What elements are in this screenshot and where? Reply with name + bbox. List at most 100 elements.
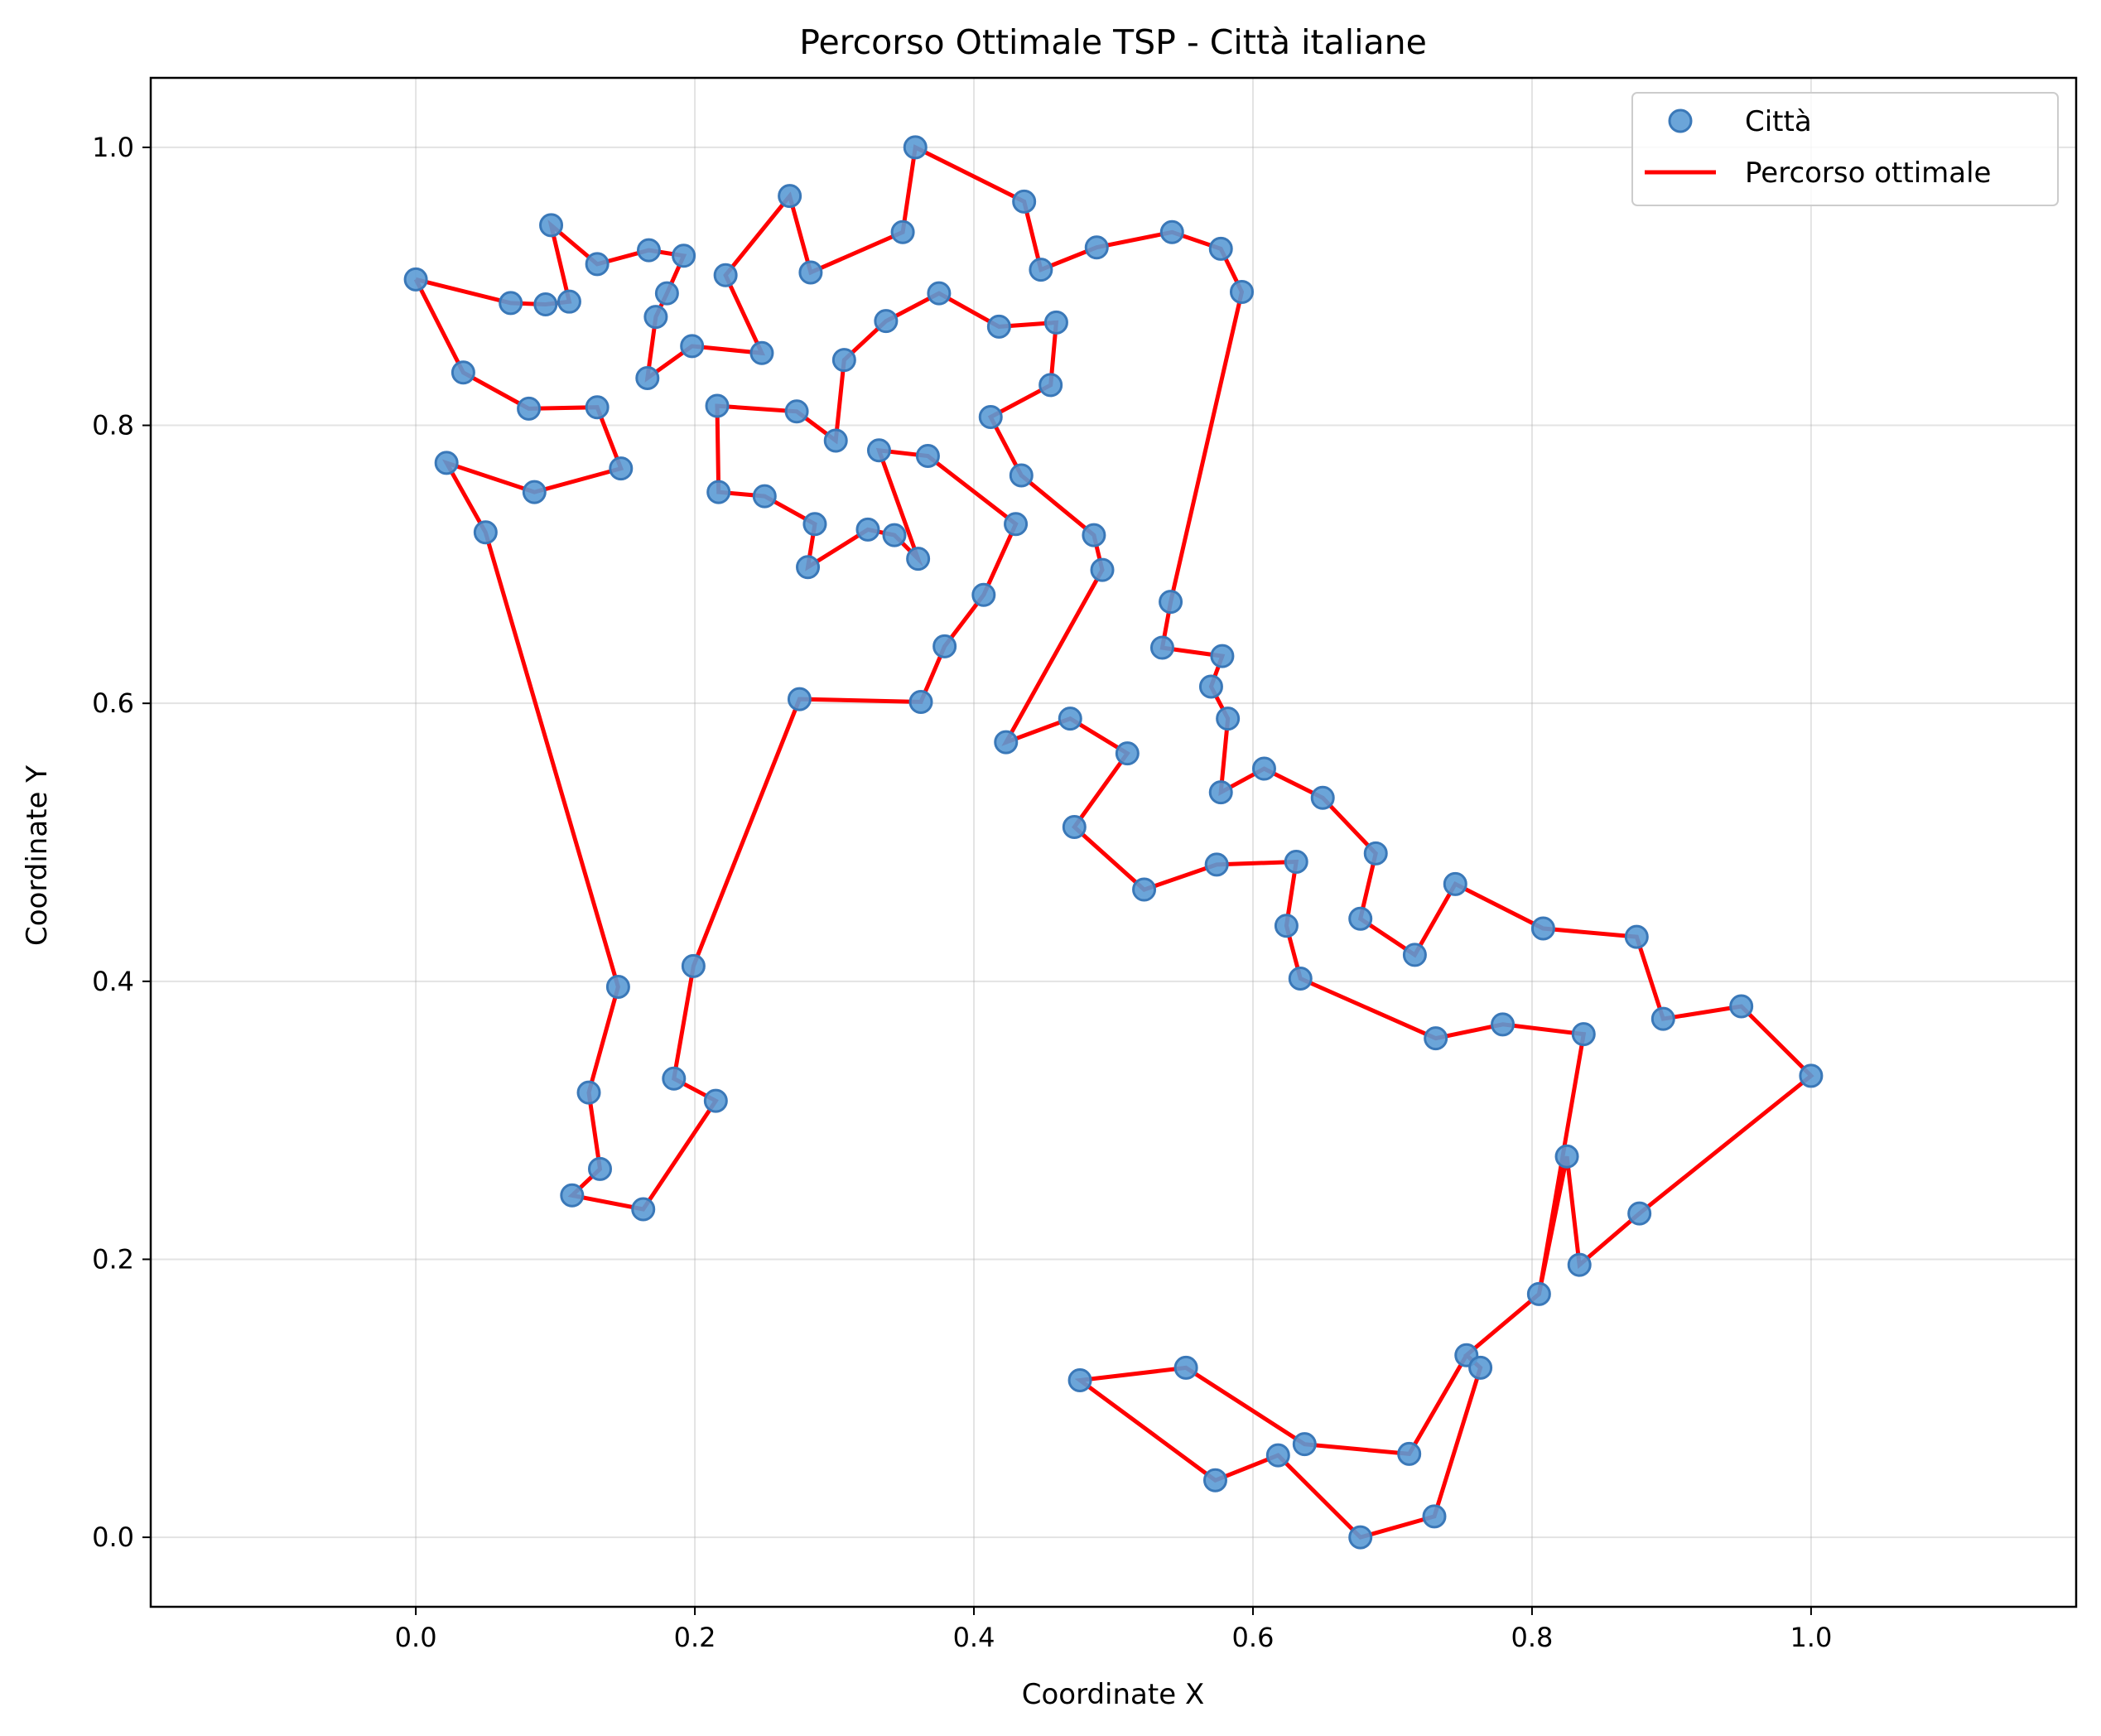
city-point [1624, 924, 1649, 949]
x-axis-ticks: 0.0 0.2 0.4 0.6 0.8 1.0 [395, 1607, 1832, 1653]
city-point [802, 512, 827, 537]
city-point [1159, 219, 1184, 244]
city-point [713, 263, 738, 287]
y-tick-label: 0.6 [92, 687, 134, 719]
city-point [798, 260, 823, 285]
chart-title: Percorso Ottimale TSP - Città italiane [799, 22, 1427, 62]
city-point [609, 456, 634, 481]
city-point [1363, 841, 1388, 866]
city-point [1216, 706, 1241, 731]
city-point [1288, 966, 1313, 991]
city-point [706, 480, 731, 504]
city-point [585, 252, 610, 277]
city-point [1067, 1367, 1092, 1392]
city-point [1251, 756, 1276, 781]
x-tick-label: 0.0 [395, 1622, 437, 1653]
legend-label-citta: Città [1745, 105, 1812, 138]
city-point [1348, 1525, 1373, 1550]
city-point [703, 1088, 728, 1113]
legend-marker-citta [1668, 108, 1693, 133]
city-point [1799, 1063, 1824, 1088]
city-point [1422, 1504, 1447, 1529]
city-point [1210, 644, 1235, 668]
city-point [560, 1183, 585, 1208]
city-point [451, 360, 475, 385]
city-point [1115, 741, 1140, 766]
city-point [1284, 849, 1308, 874]
x-tick-label: 1.0 [1790, 1622, 1832, 1653]
city-point [978, 404, 1003, 429]
city-point [1012, 189, 1037, 214]
city-point [986, 314, 1011, 339]
city-point [522, 480, 547, 504]
city-point [499, 291, 523, 316]
city-point [971, 582, 996, 607]
plot-frame [149, 76, 2078, 1608]
city-point [680, 334, 705, 359]
city-point [681, 953, 706, 978]
city-point [1204, 852, 1229, 877]
city-point [1310, 785, 1335, 810]
x-tick-label: 0.8 [1511, 1622, 1553, 1653]
city-point [866, 438, 891, 463]
x-tick-label: 0.6 [1232, 1622, 1275, 1653]
city-point [576, 1080, 601, 1105]
city-point [588, 1156, 612, 1181]
city-point [831, 348, 856, 373]
city-point [1443, 871, 1467, 896]
y-tick-label: 0.2 [92, 1243, 134, 1275]
city-point [1202, 1468, 1227, 1492]
city-point [1198, 674, 1223, 699]
city-point [908, 690, 933, 715]
city-point [1230, 279, 1254, 304]
city-point [585, 395, 610, 420]
city-point [403, 267, 428, 292]
city-point [1571, 1022, 1596, 1047]
y-tick-label: 0.4 [92, 966, 134, 997]
legend-label-percorso: Percorso ottimale [1745, 157, 1991, 190]
city-point [994, 730, 1019, 755]
city-point [1173, 1355, 1198, 1380]
city-point [605, 975, 630, 1000]
city-point [517, 396, 542, 421]
city-point [749, 340, 774, 365]
city-point [1402, 943, 1427, 967]
city-point [903, 135, 928, 160]
city-point [1208, 780, 1233, 805]
city-point [752, 484, 777, 509]
city-point [796, 555, 821, 580]
route-layer [413, 144, 1814, 1540]
x-tick-label: 0.4 [953, 1622, 995, 1653]
city-point [434, 451, 459, 475]
city-point [890, 219, 915, 244]
city-point [1348, 906, 1373, 931]
city-point [1292, 1432, 1317, 1457]
y-tick-label: 1.0 [92, 132, 134, 163]
city-point [473, 520, 498, 545]
city-point [1567, 1252, 1592, 1277]
city-point [1627, 1201, 1652, 1226]
y-axis-label: Coordinate Y [21, 765, 54, 946]
city-point [1082, 523, 1106, 547]
city-point [636, 238, 661, 263]
city-point [1491, 1012, 1516, 1037]
city-point [1526, 1281, 1551, 1306]
city-point [654, 281, 679, 306]
city-point [1149, 635, 1174, 660]
city-point [1397, 1441, 1422, 1466]
city-point [672, 244, 696, 268]
city-point [882, 523, 907, 547]
legend: Città Percorso ottimale [1631, 92, 2059, 206]
y-axis-ticks: 0.0 0.2 0.4 0.6 0.8 1.0 [92, 132, 151, 1553]
city-point [932, 634, 957, 658]
city-point [1090, 557, 1115, 582]
city-point [1274, 914, 1299, 938]
city-point [784, 399, 809, 424]
city-point [1554, 1144, 1579, 1169]
grid-lines [151, 78, 2076, 1607]
city-point [635, 365, 660, 390]
city-point [874, 309, 899, 334]
city-point [643, 305, 668, 330]
city-point [1004, 512, 1029, 537]
